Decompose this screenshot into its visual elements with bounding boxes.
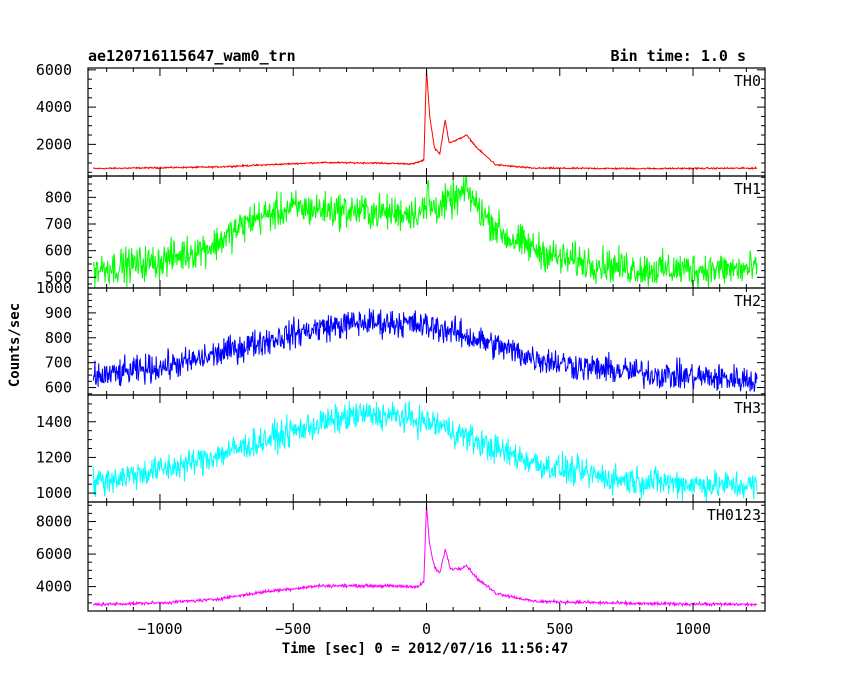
bin-time-label: Bin time: 1.0 s — [611, 47, 746, 65]
y-tick-label: 700 — [45, 354, 72, 372]
panel-th2: 600 700 800 900 1000 TH2 — [36, 279, 766, 397]
series-line-th1 — [92, 174, 758, 289]
x-tick-label: 0 — [422, 620, 431, 638]
x-tick-label: −500 — [275, 620, 311, 638]
y-tick-label: 6000 — [36, 545, 72, 563]
y-tick-label: 600 — [45, 242, 72, 260]
y-tick-label: 1200 — [36, 448, 72, 466]
series-line-th0123 — [92, 504, 758, 608]
panel-th0: 2000 4000 6000 TH0 — [36, 61, 766, 177]
panel-label-th1: TH1 — [734, 180, 761, 198]
y-tick-label: 2000 — [36, 135, 72, 153]
y-tick-label: 800 — [45, 329, 72, 347]
y-tick-label: 900 — [45, 304, 72, 322]
y-tick-label: 500 — [45, 268, 72, 286]
y-tick-label: 4000 — [36, 98, 72, 116]
series-line-th0 — [92, 68, 758, 171]
panel-label-th2: TH2 — [734, 292, 761, 310]
x-tick-label: 500 — [546, 620, 573, 638]
series-line-th2 — [92, 308, 758, 392]
y-tick-label: 1400 — [36, 413, 72, 431]
y-tick-label: 4000 — [36, 578, 72, 596]
x-axis-tick-labels: −1000 −500 0 500 1000 — [137, 620, 711, 638]
chart-title: ae120716115647_wam0_trn — [88, 47, 296, 65]
y-tick-label: 8000 — [36, 513, 72, 531]
panel-th1: 500 600 700 800 TH1 — [45, 174, 766, 289]
x-axis-label: Time [sec] 0 = 2012/07/16 11:56:47 — [282, 641, 569, 657]
panel-th0123: 4000 6000 8000 TH0123 — [36, 501, 766, 612]
y-axis-label: Counts/sec — [7, 303, 23, 387]
series-line-th3 — [92, 400, 758, 503]
panel-label-th0123: TH0123 — [707, 506, 761, 524]
y-tick-label: 800 — [45, 188, 72, 206]
panel-label-th0: TH0 — [734, 72, 761, 90]
y-tick-label: 600 — [45, 379, 72, 397]
panels-group: 2000 4000 6000 TH0 500 600 700 800 TH1 600 700 800 9… — [36, 61, 766, 612]
y-tick-label: 6000 — [36, 61, 72, 79]
x-tick-label: 1000 — [675, 620, 711, 638]
panel-th3: 1000 1200 1400 TH3 — [36, 394, 766, 503]
y-tick-label: 1000 — [36, 484, 72, 502]
x-tick-label: −1000 — [137, 620, 182, 638]
panel-label-th3: TH3 — [734, 399, 761, 417]
y-tick-label: 1000 — [36, 279, 72, 297]
y-tick-label: 700 — [45, 215, 72, 233]
